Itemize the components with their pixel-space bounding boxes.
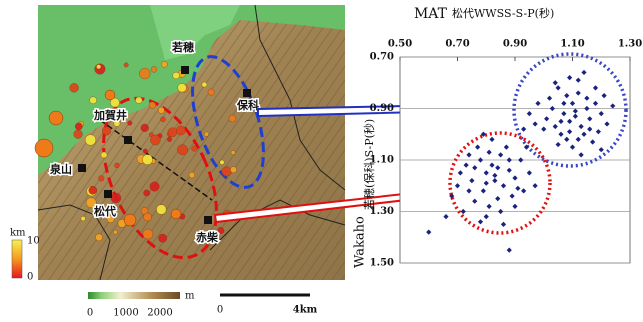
event-dot <box>160 117 165 122</box>
station <box>181 66 189 74</box>
event-dot <box>204 132 209 137</box>
event-dot <box>161 61 167 67</box>
place-label: 松代 <box>94 204 116 218</box>
distance-scale: 0 4km <box>217 295 318 316</box>
place-label: 泉山 <box>49 162 72 176</box>
y-tick-label: 0.90 <box>370 103 394 114</box>
event-dot <box>102 126 111 135</box>
event-dot <box>75 123 82 130</box>
event-dot <box>144 213 152 221</box>
event-dot <box>139 68 150 79</box>
event-dot <box>115 163 120 168</box>
event-dot <box>151 66 157 72</box>
event-dot <box>149 102 156 109</box>
scale-start: 0 <box>217 305 223 316</box>
x-axis-title: 松代WWSS-S-P(秒) <box>452 6 554 20</box>
event-dot <box>128 121 133 126</box>
event-dot <box>101 152 107 158</box>
event-dot <box>143 229 153 239</box>
depth-unit: km <box>10 228 26 239</box>
station <box>204 216 212 224</box>
event-dot <box>167 137 172 142</box>
event-dot <box>202 82 207 87</box>
depth-legend: km 10 0 <box>10 228 40 283</box>
y-tick-label: 0.70 <box>370 52 394 63</box>
elevation-bar <box>88 292 180 299</box>
event-dot <box>141 124 149 132</box>
scatter-chart: MAT 松代WWSS-S-P(秒) Wakaho 若穂(保科)S-P(秒) 0.… <box>353 6 643 269</box>
station <box>104 190 112 198</box>
depth-min: 0 <box>27 272 33 283</box>
event-dot <box>217 227 224 234</box>
elevation-tick: 1000 <box>113 308 138 319</box>
event-dot <box>89 186 97 194</box>
event-dot <box>168 128 177 137</box>
event-dot <box>230 166 236 172</box>
event-dot <box>85 135 96 146</box>
x-tick-label: 0.90 <box>503 39 527 50</box>
event-dot <box>171 209 181 219</box>
event-dot <box>150 135 160 145</box>
event-dot <box>156 205 166 215</box>
event-dot <box>111 193 121 203</box>
event-dot <box>70 83 79 92</box>
x-tick-label: 0.50 <box>388 39 412 50</box>
event-dot <box>135 97 142 104</box>
x-tick-label: 1.30 <box>618 39 642 50</box>
event-dot <box>124 214 136 226</box>
event-dot <box>90 97 97 104</box>
figure: 若穂保科加賀井泉山松代赤柴 km 10 0 m 0 1000 2000 0 4k… <box>0 0 643 322</box>
station <box>124 136 132 144</box>
event-dot <box>105 90 115 100</box>
event-dot <box>74 130 83 139</box>
event-dot <box>231 150 235 154</box>
event-dot <box>222 167 232 177</box>
elevation-tick: 0 <box>87 308 93 319</box>
event-dot <box>229 115 236 122</box>
event-dot <box>142 154 152 164</box>
x-axis-abbr: MAT <box>414 6 448 22</box>
y-axis-abbr: Wakaho <box>353 216 368 268</box>
event-dot <box>124 63 128 67</box>
event-dot <box>96 64 101 69</box>
event-dot <box>98 176 104 182</box>
event-dot <box>143 149 148 154</box>
event-dot <box>81 216 86 221</box>
event-dot <box>35 139 53 157</box>
event-dot <box>95 234 102 241</box>
elevation-unit: m <box>185 291 195 302</box>
event-dot <box>208 89 214 95</box>
event-dot <box>192 146 198 152</box>
event-dot <box>113 230 117 234</box>
event-dot <box>177 145 187 155</box>
event-dot <box>178 83 187 92</box>
x-tick-label: 1.10 <box>560 39 584 50</box>
y-tick-label: 1.50 <box>370 258 394 269</box>
station <box>243 89 251 97</box>
scale-end: 4km <box>293 305 318 316</box>
x-tick-label: 0.70 <box>445 39 469 50</box>
event-dot <box>158 107 164 113</box>
place-label: 保科 <box>236 98 259 112</box>
event-dot <box>189 172 195 178</box>
station <box>78 164 86 172</box>
event-dot <box>220 160 225 165</box>
place-label: 加賀井 <box>93 108 127 122</box>
event-dot <box>176 126 185 135</box>
y-tick-label: 1.30 <box>370 206 394 217</box>
elevation-legend: m 0 1000 2000 <box>87 291 195 319</box>
event-dot <box>173 72 180 79</box>
event-dot <box>144 190 150 196</box>
y-tick-label: 1.10 <box>370 155 394 166</box>
depth-colorbar <box>12 240 22 278</box>
event-dot <box>150 182 160 192</box>
depth-max: 10 <box>27 236 40 247</box>
elevation-tick: 2000 <box>147 308 172 319</box>
event-dot <box>158 234 166 242</box>
event-dot <box>49 111 63 125</box>
place-label: 赤柴 <box>196 230 219 244</box>
place-label: 若穂 <box>172 40 194 54</box>
